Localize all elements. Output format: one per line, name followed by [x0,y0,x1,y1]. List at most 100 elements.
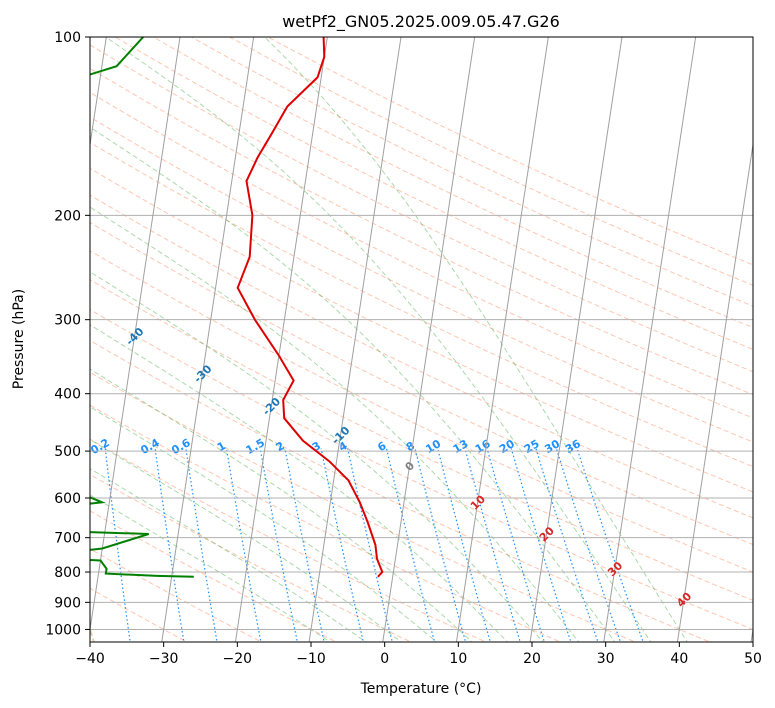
moist-adiabat-line [90,368,473,642]
moist-adiabat-line [90,494,332,642]
mixing-ratio-line [464,448,521,642]
moist-adiabat-line [90,324,509,642]
mixing-ratio-line [555,448,622,642]
mixing-ratio-line [225,448,262,642]
dry-adiabat-line [152,37,753,329]
mixing-ratio-line [414,448,467,642]
dewpoint-profile [90,37,194,578]
x-tick-label: −40 [75,651,105,667]
mixing-ratio-line [385,448,436,642]
mixing-ratio-label: 6 [375,439,388,454]
x-tick-label: 40 [670,651,688,667]
mixing-ratio-line [535,448,599,642]
moist-adiabat-line [264,37,688,642]
dry-adiabat-line [90,141,753,468]
dry-adiabat-line [90,438,487,642]
mixing-ratio-line [185,448,218,642]
y-tick-label: 200 [54,208,81,224]
mixing-ratio-line [320,448,365,642]
y-axis-label: Pressure (hPa) [11,289,27,389]
dry-adiabat-line [90,194,753,519]
isotherm-label: 40 [674,590,694,610]
isotherm-label: 10 [468,492,488,512]
moist-adiabat-line [90,406,438,642]
mixing-ratio-label: 20 [497,437,517,456]
dry-adiabat-line [114,37,753,350]
mixing-ratio-line [154,448,185,642]
isotherm-line [308,37,402,642]
x-axis-label: Temperature (°C) [360,681,482,697]
isotherm-line [750,626,753,642]
x-tick-label: 10 [449,651,467,667]
isotherm-label: -10 [329,424,352,447]
moist-adiabat-line [90,271,544,642]
plot-area: 0.10.20.40.611.52346810131620253036-100-… [0,37,753,642]
dry-adiabat-line [90,91,753,419]
dry-adiabat-line [90,250,753,573]
y-tick-label: 700 [54,531,81,547]
y-tick-label: 400 [54,387,81,403]
x-tick-label: −30 [149,651,179,667]
dry-adiabat-line [90,371,637,642]
plot-frame [89,36,754,643]
lcl-curve [90,626,95,642]
mixing-ratio-line [576,448,644,642]
isotherm-label: -60 [0,232,14,255]
mixing-ratio-line [510,448,572,642]
mixing-ratio-label: 16 [473,437,493,456]
dry-adiabat-line [90,116,753,443]
dry-adiabat-line [190,37,753,307]
isotherm-label: 30 [605,559,625,579]
mixing-ratio-label: 2 [274,439,287,454]
x-tick-label: −10 [296,651,326,667]
mixing-ratio-line [347,448,393,642]
dry-adiabat-line [90,67,753,396]
y-tick-label: 1000 [45,622,81,638]
isotherm-line [234,37,328,642]
mixing-ratio-label: 0.2 [88,436,111,457]
x-tick-label: 30 [597,651,615,667]
chart-title: wetPf2_GN05.2025.009.05.47.G26 [282,12,560,32]
mixing-ratio-line [259,448,298,642]
isotherm-label: -30 [191,362,214,385]
dry-adiabat-line [90,309,753,630]
y-tick-label: 300 [54,313,81,329]
temperature-profile [236,37,384,578]
y-tick-label: 100 [54,30,81,46]
isotherm-line [90,37,107,148]
y-tick-label: 800 [54,565,81,581]
dry-adiabat-line [90,167,753,493]
mixing-ratio-label: 0.4 [138,436,162,457]
x-tick-label: −20 [223,651,253,667]
dry-adiabat-line [90,510,338,642]
axes: −40 −30 −20 −10 0 10 20 30 40 50 100 200 300 400 500 6 0… [45,30,762,667]
isotherm-line [90,37,181,633]
mixing-ratio-label: 1 [215,439,228,454]
dry-adiabat-line [90,44,753,373]
isotherm-label: -40 [123,325,146,348]
isotherm-line [529,37,623,642]
mixing-ratio-label: 36 [563,437,583,456]
y-tick-label: 900 [54,595,81,611]
isotherm-line [676,141,753,642]
mixing-ratio-label: 13 [451,437,471,456]
isotherm-line [603,37,697,642]
dry-adiabat-line [90,279,753,601]
x-tick-label: 20 [523,651,541,667]
isotherm-label: -50 [57,279,80,302]
dry-adiabat-line [90,404,562,642]
dry-adiabat-line [90,221,753,546]
mixing-ratio-label: 10 [423,437,443,456]
dry-adiabat-line [228,37,753,286]
moist-adiabat-line [90,206,580,642]
mixing-ratio-line [486,448,546,642]
y-tick-label: 500 [54,444,81,460]
mixing-ratio-label: 0.6 [169,436,193,457]
dry-adiabat-line [90,339,712,642]
x-tick-label: 50 [744,651,762,667]
x-tick-label: 0 [380,651,389,667]
mixing-ratio-line [284,448,325,642]
isotherm-line [455,37,549,642]
isotherm-line [382,37,476,642]
